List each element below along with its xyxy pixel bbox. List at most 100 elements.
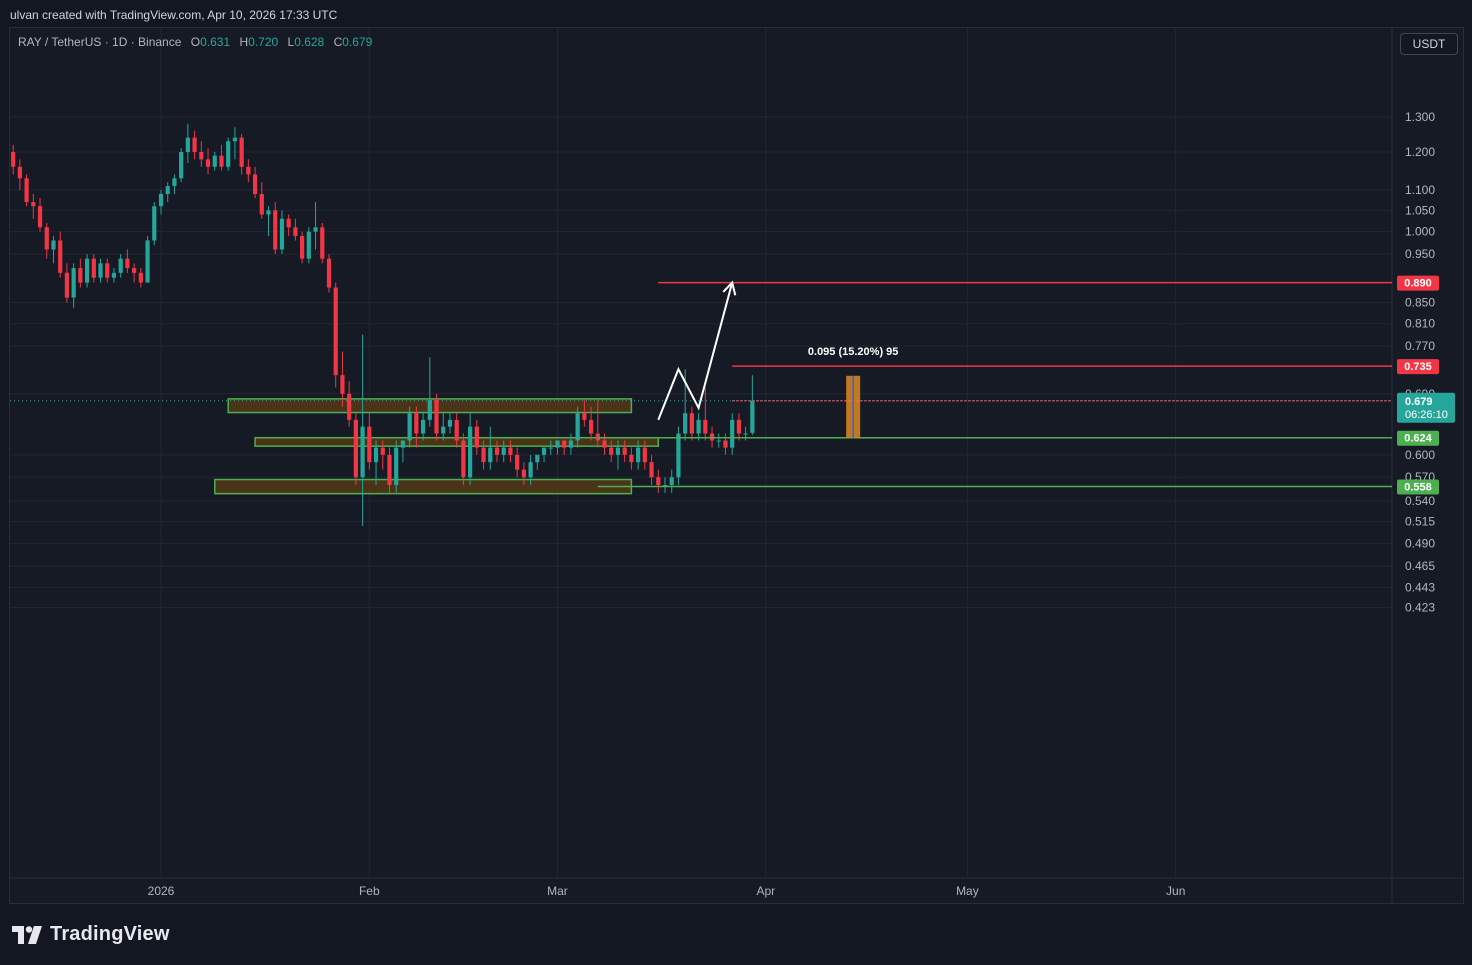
candle-body [58, 240, 63, 273]
candle-body [185, 137, 190, 152]
y-tick-label: 1.200 [1405, 145, 1435, 159]
open-label: O [190, 35, 201, 49]
high-value: 0.720 [248, 35, 279, 49]
candle-body [400, 440, 406, 448]
candle-body [111, 272, 117, 278]
candle-body [521, 469, 526, 478]
y-tick-label: 0.490 [1405, 536, 1435, 550]
price-axis-tag [1397, 359, 1439, 375]
candle-body [78, 268, 83, 283]
candle-body [347, 393, 352, 420]
projection-path [657, 282, 734, 421]
x-tick-label: 2026 [148, 884, 175, 898]
low-value: 0.628 [294, 35, 325, 49]
low-label: L [287, 35, 295, 49]
brand-name: TradingView [50, 923, 170, 945]
y-tick-label: 0.600 [1405, 448, 1435, 462]
candle-body [481, 447, 486, 463]
candle-body [703, 419, 708, 434]
y-tick-label: 0.850 [1405, 296, 1435, 310]
candle-body [320, 227, 325, 259]
tradingview-logo-icon [12, 925, 42, 944]
candle-body [98, 263, 103, 278]
y-tick-label: 0.950 [1405, 247, 1435, 261]
open-value: 0.631 [200, 35, 231, 49]
candle-body [716, 440, 721, 442]
candle-body [172, 178, 177, 187]
candle-body [528, 462, 533, 478]
candle-body [138, 272, 143, 283]
candle-body [602, 440, 607, 448]
currency-button[interactable]: USDT [1400, 33, 1458, 55]
candle-body [192, 137, 197, 152]
candle-body [515, 454, 520, 470]
y-tick-label: 0.423 [1405, 601, 1435, 615]
candle-body [37, 206, 43, 228]
candle-body [145, 240, 150, 283]
candle-body [360, 426, 365, 478]
price-axis-tag-text: 0.890 [1404, 278, 1432, 290]
candle-body [44, 227, 49, 250]
price-axis-tag [1397, 275, 1439, 291]
candle-body [105, 263, 110, 278]
candle-body [152, 206, 157, 241]
candle-body [266, 210, 271, 215]
candle-body [84, 258, 90, 283]
candle-body [508, 447, 513, 455]
price-axis-tag-text: 0.558 [1404, 482, 1432, 494]
candle-body [656, 477, 661, 485]
candle-body [622, 447, 627, 455]
close-value: 0.679 [342, 35, 373, 49]
candle-body [273, 210, 278, 250]
candle-body [434, 400, 439, 434]
candle-body [494, 447, 500, 455]
candle-body [239, 137, 244, 167]
close-label: C [333, 35, 343, 49]
y-tick-label: 1.050 [1405, 203, 1435, 217]
price-axis-tag-text: 0.624 [1404, 433, 1432, 445]
candle-body [340, 375, 345, 394]
candle-body [367, 426, 372, 463]
y-tick-label: 0.540 [1405, 494, 1435, 508]
candle-body [541, 447, 547, 455]
candle-body [313, 227, 318, 232]
candle-body [91, 258, 96, 278]
candle-body [447, 419, 453, 427]
candle-body [575, 413, 580, 441]
y-tick-label: 0.810 [1405, 317, 1435, 331]
candle-body [548, 447, 553, 449]
candle-body [629, 454, 634, 463]
footer-brand[interactable]: TradingView [12, 923, 170, 946]
candle-body [750, 400, 755, 433]
candle-body [252, 174, 258, 195]
last-price-tag [1397, 392, 1455, 423]
y-tick-label: 0.515 [1405, 515, 1435, 529]
chart-frame[interactable] [9, 27, 1464, 904]
candle-body [468, 426, 473, 478]
candle-body [730, 419, 735, 448]
demand-zone [214, 478, 633, 495]
symbol-info: RAY / TetherUS · 1D · Binance [18, 35, 182, 49]
candle-body [568, 440, 574, 448]
candle-body [387, 454, 392, 485]
candle-body [165, 186, 170, 195]
candle-body [219, 155, 224, 167]
candle-body [31, 202, 36, 207]
candle-body [353, 419, 358, 478]
symbol-legend: RAY / TetherUS · 1D · Binance O0.631 H0.… [18, 35, 378, 49]
candle-body [132, 268, 137, 273]
candle-body [286, 218, 291, 228]
y-tick-label: 0.770 [1405, 339, 1435, 353]
candle-body [696, 419, 701, 434]
candles [11, 123, 755, 526]
candle-body [588, 419, 594, 434]
candle-body [125, 258, 130, 269]
candle-body [158, 194, 164, 207]
candle-body [441, 426, 446, 434]
y-tick-label: 0.443 [1405, 580, 1435, 594]
candle-body [205, 159, 211, 167]
projection-arrowhead [722, 280, 737, 296]
candle-body [199, 152, 204, 160]
candle-body [461, 440, 466, 478]
